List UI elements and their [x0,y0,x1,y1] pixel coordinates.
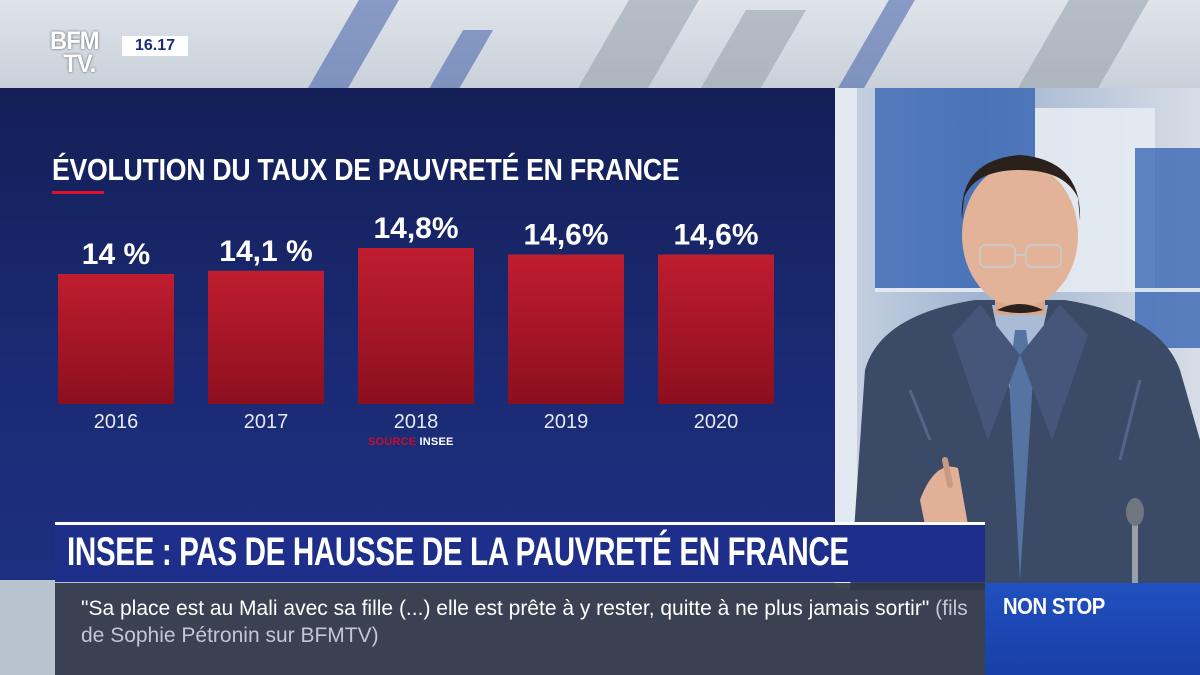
value-label-2020: 14,6% [673,219,758,252]
quote-text: "Sa place est au Mali avec sa fille (...… [81,597,930,620]
category-label-2018: 2018 [394,411,439,433]
headline: INSEE : PAS DE HAUSSE DE LA PAUVRETÉ EN … [67,530,849,574]
category-label-2017: 2017 [244,411,289,433]
value-label-2017: 14,1 % [219,235,312,268]
nonstop-badge: NON STOP [985,583,1200,675]
chart-source: SOURCE INSEE [368,436,454,448]
bar-2019 [508,254,624,404]
chart-title: ÉVOLUTION DU TAUX DE PAUVRETÉ EN FRANCE [52,152,680,187]
title-underline [52,191,104,194]
category-label-2019: 2019 [544,411,589,433]
channel-logo: BFM TV. [50,27,101,78]
value-label-2019: 14,6% [523,219,608,252]
presenter-image [850,155,1200,590]
source-label: SOURCE [368,436,417,448]
quote-attribution: (fils de Sophie Pétronin sur BFMTV) [81,597,968,647]
category-label-2016: 2016 [94,411,139,433]
bar-chart: 14 % 2016 14,1 % 2017 14,8% 2018 14,6% 2019 14,6… [58,212,774,433]
category-label-2020: 2020 [694,411,739,433]
bar-2020 [658,254,774,404]
quote: "Sa place est au Mali avec sa fille (...… [81,595,971,649]
nonstop-label: NON STOP [1003,593,1105,619]
headline-bar: INSEE : PAS DE HAUSSE DE LA PAUVRETÉ EN … [55,522,985,582]
clock: 16.17 [122,36,188,56]
studio-background [0,0,1200,90]
bar-2016 [58,274,174,404]
value-label-2016: 14 % [82,238,150,271]
value-label-2018: 14,8% [373,212,458,245]
logo-line-2: TV. [63,50,96,78]
bar-2017 [208,270,324,404]
logo-line-1: BFM [50,27,100,55]
quote-bar: "Sa place est au Mali avec sa fille (...… [55,583,985,675]
bar-2018 [358,248,474,404]
source-org: INSEE [419,436,454,448]
